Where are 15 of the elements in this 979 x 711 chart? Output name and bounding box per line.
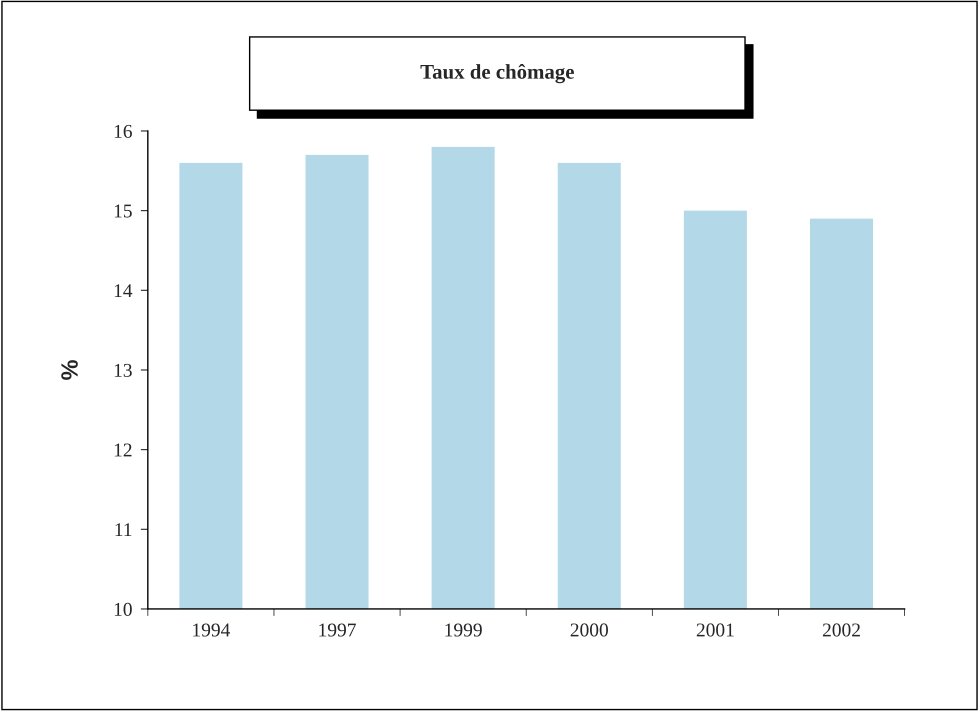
y-tick-label: 16: [114, 124, 132, 138]
x-tick-label: 1997: [319, 623, 356, 637]
y-tick-label: 10: [114, 602, 132, 616]
y-tick-label: 14: [114, 284, 132, 298]
x-tick-label: 1999: [445, 623, 482, 637]
y-axis-title: %: [61, 360, 78, 380]
x-tick-label: 2001: [696, 623, 734, 637]
x-tick-label: 2000: [570, 623, 608, 637]
y-tick-label: 12: [114, 444, 132, 456]
y-tick-label: 11: [116, 523, 132, 536]
y-tick-label: 15: [114, 204, 132, 218]
x-tick-label: 2002: [822, 623, 860, 637]
y-tick-label: 13: [114, 364, 132, 377]
chart-title: Taux de chômage: [420, 64, 574, 84]
x-tick-label: 1994: [193, 623, 230, 637]
